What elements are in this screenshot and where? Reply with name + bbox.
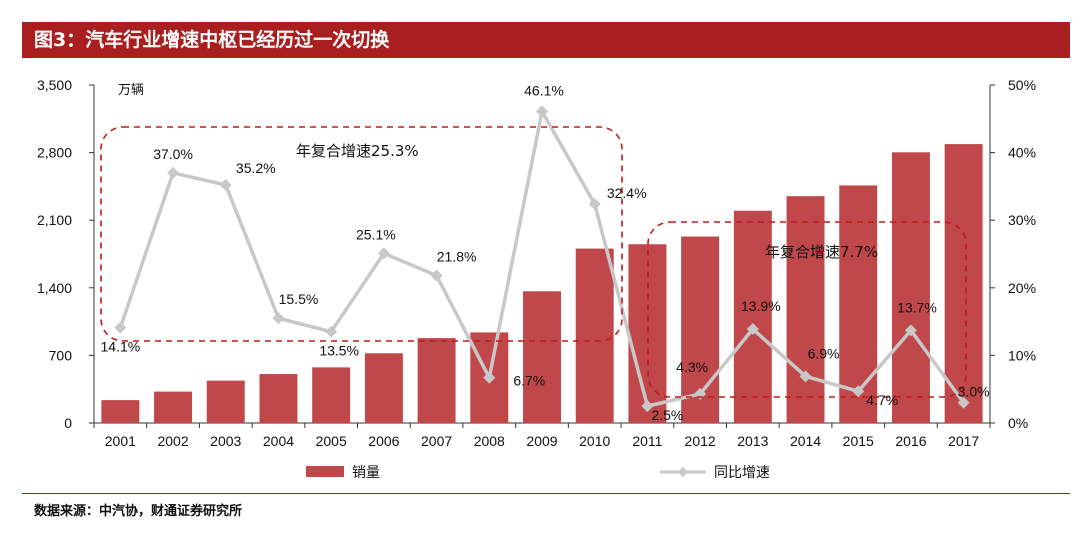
growth-point (114, 321, 127, 334)
y-right-tick-label: 20% (1008, 280, 1036, 296)
y-right-tick-label: 0% (1008, 415, 1028, 431)
growth-point (377, 247, 390, 260)
x-tick-label: 2001 (105, 433, 136, 449)
growth-label: 2.5% (651, 407, 683, 423)
cagr-box (647, 221, 967, 398)
y-right-tick-label: 40% (1008, 145, 1036, 161)
cagr-label: 年复合增速7.7% (765, 243, 878, 261)
bar (891, 152, 930, 423)
bar (154, 391, 193, 423)
growth-label: 4.7% (866, 392, 898, 408)
x-tick-label: 2010 (579, 433, 610, 449)
bar (944, 144, 983, 423)
annotations: 年复合增速25.3% 年复合增速7.7% (100, 126, 967, 398)
bar (417, 338, 456, 423)
y-left-tick-label: 3,500 (37, 77, 72, 93)
x-tick-label: 2007 (421, 433, 452, 449)
y-right-tick-label: 10% (1008, 347, 1036, 363)
growth-label: 13.7% (897, 299, 937, 315)
growth-point (167, 166, 180, 179)
y-left-tick-label: 2,100 (37, 212, 72, 228)
x-tick-label: 2011 (632, 433, 662, 449)
growth-point (272, 312, 285, 325)
growth-point (957, 396, 970, 409)
growth-point (904, 324, 917, 337)
bar (259, 374, 298, 423)
x-tick-label: 2002 (157, 433, 188, 449)
x-tick-label: 2009 (526, 433, 557, 449)
y-right-tick-label: 50% (1008, 77, 1036, 93)
growth-label: 25.1% (356, 226, 396, 242)
growth-point (430, 269, 443, 282)
bar (101, 400, 140, 423)
bar (733, 210, 772, 423)
growth-label: 6.7% (513, 373, 545, 389)
growth-point (852, 385, 865, 398)
y-right-tick-label: 30% (1008, 212, 1036, 228)
bar (364, 353, 403, 423)
cagr-label: 年复合增速25.3% (296, 142, 419, 160)
chart-axes: 0 700 1,400 2,100 2,800 3,500 0% 10% 20% 30% 40% 50… (37, 77, 1036, 449)
y-left-tick-label: 0 (64, 415, 72, 431)
growth-label: 6.9% (808, 345, 840, 361)
growth-label: 3.0% (958, 384, 990, 400)
y-left-tick-label: 2,800 (37, 145, 72, 161)
x-tick-label: 2004 (263, 433, 294, 449)
x-tick-label: 2008 (474, 433, 505, 449)
legend-label-bar: 销量 (352, 465, 380, 481)
bar (206, 380, 245, 423)
bar (786, 196, 825, 423)
x-tick-label: 2012 (685, 433, 716, 449)
source-note: 数据来源：中汽协，财通证券研究所 (34, 504, 243, 519)
growth-point (588, 197, 601, 210)
legend-label-line: 同比增速 (714, 465, 770, 481)
bar-series (101, 144, 983, 423)
y-left-tick-label: 1,400 (37, 280, 72, 296)
growth-point (483, 371, 496, 384)
footer-rule (22, 493, 1070, 494)
y-left-tick-label: 700 (49, 347, 73, 363)
legend-swatch-marker (678, 467, 688, 477)
x-tick-label: 2017 (948, 433, 979, 449)
x-tick-label: 2003 (210, 433, 241, 449)
growth-point (536, 105, 548, 118)
legend: 销量 同比增速 (306, 465, 770, 481)
growth-label: 13.5% (319, 343, 359, 359)
figure-title: 图3：汽车行业增速中枢已经历过一次切换 (22, 22, 1070, 58)
x-tick-label: 2016 (895, 433, 926, 449)
bar (575, 248, 614, 423)
growth-label: 15.5% (279, 291, 319, 307)
growth-label: 32.4% (607, 185, 647, 201)
bar (312, 367, 351, 423)
growth-point (746, 323, 759, 336)
growth-label: 4.3% (676, 359, 708, 375)
growth-label: 46.1% (524, 82, 564, 98)
x-tick-label: 2015 (843, 433, 874, 449)
growth-label: 14.1% (101, 339, 141, 355)
growth-label: 21.8% (437, 249, 477, 265)
x-tick-label: 2014 (790, 433, 821, 449)
growth-point (799, 370, 812, 383)
data-labels: 14.1% 37.0% 35.2% 15.5% 13.5% 25.1% 21.8% 6.7% 4… (101, 82, 990, 423)
growth-point (641, 400, 654, 413)
growth-label: 13.9% (741, 298, 781, 314)
bar (839, 185, 878, 423)
x-tick-label: 2006 (368, 433, 399, 449)
growth-label: 35.2% (236, 160, 276, 176)
bar (523, 291, 561, 423)
growth-point (325, 325, 338, 338)
x-tick-label: 2005 (316, 433, 347, 449)
x-tick-label: 2013 (737, 433, 768, 449)
line-series (114, 105, 970, 413)
cagr-box (100, 126, 623, 342)
growth-point (219, 179, 232, 192)
growth-label: 37.0% (153, 146, 193, 162)
unit-label: 万辆 (118, 83, 144, 98)
legend-swatch-bar (306, 466, 344, 477)
